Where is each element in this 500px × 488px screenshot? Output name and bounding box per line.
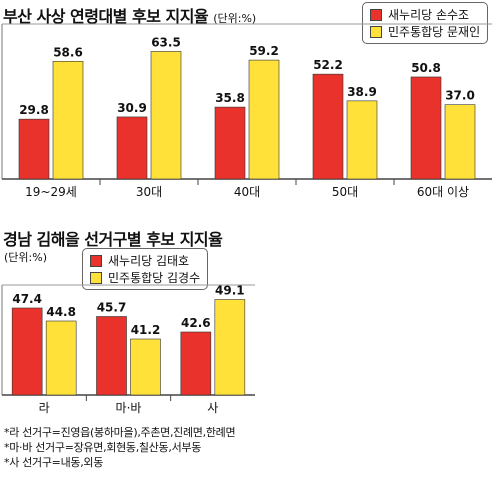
legend-swatch-red bbox=[90, 254, 102, 267]
bar-series2 bbox=[130, 338, 161, 396]
x-tick-label: 19~29세 bbox=[25, 185, 77, 199]
x-tick-label: 60대 이상 bbox=[417, 185, 469, 199]
chart1-title-text: 부산 사상 연령대별 후보 지지율 bbox=[3, 7, 209, 26]
chart2-plot: 47.4 44.8 라 45.7 41.2 마·바 42.6 49.1 사 bbox=[1, 284, 255, 415]
chart1-plot: 29.8 58.6 19~29세 30.9 63.5 30대 35.8 59.2 40대 52.2… bbox=[1, 23, 492, 199]
chart2-legend: 새누리당 김태호 민주통합당 김경수 bbox=[82, 248, 209, 290]
data-label: 58.6 bbox=[53, 45, 83, 59]
x-tick-label: 50대 bbox=[332, 185, 358, 199]
data-label: 50.8 bbox=[411, 61, 441, 75]
data-label: 44.8 bbox=[46, 305, 76, 319]
bar-series2 bbox=[52, 60, 84, 180]
bar-series2 bbox=[45, 320, 77, 396]
legend-swatch-yellow bbox=[370, 25, 382, 38]
data-label: 42.6 bbox=[181, 316, 211, 330]
data-label: 37.0 bbox=[445, 89, 475, 103]
chart1-unit: (단위:%) bbox=[213, 12, 257, 25]
data-label: 63.5 bbox=[151, 35, 181, 49]
data-label: 49.1 bbox=[215, 284, 245, 298]
footnote-1: *라 선거구=진영읍(봉하마을),주촌면,진례면,한례면 bbox=[4, 426, 236, 439]
chart2-title: 경남 김해을 선거구별 후보 지지율 bbox=[3, 226, 223, 250]
bar-series2 bbox=[248, 59, 280, 180]
bar-series2 bbox=[150, 51, 182, 180]
chart1-legend-label-1: 새누리당 손수조 bbox=[388, 8, 470, 22]
bar-series2 bbox=[346, 100, 378, 180]
chart2-legend-item-1: 새누리당 김태호 bbox=[90, 252, 200, 269]
chart2-legend-item-2: 민주통합당 김경수 bbox=[90, 269, 200, 286]
chart2-unit: (단위:%) bbox=[4, 251, 47, 264]
chart1-legend: 새누리당 손수조 민주통합당 문재인 bbox=[362, 2, 489, 44]
chart2-legend-label-2: 민주통합당 김경수 bbox=[108, 271, 201, 285]
data-label: 41.2 bbox=[131, 323, 161, 337]
footnotes: *라 선거구=진영읍(봉하마을),주촌면,진례면,한례면 *마·바 선거구=장유… bbox=[4, 425, 236, 470]
footnote-3: *사 선거구=내동,외동 bbox=[4, 456, 104, 469]
bar-series2 bbox=[444, 104, 476, 180]
chart1-title: 부산 사상 연령대별 후보 지지율 (단위:%) bbox=[3, 3, 256, 27]
bar-series1 bbox=[11, 307, 43, 396]
bar-series1 bbox=[18, 118, 50, 180]
bar-series2 bbox=[214, 299, 246, 396]
x-tick-label: 40대 bbox=[234, 185, 260, 199]
data-label: 35.8 bbox=[215, 91, 245, 105]
data-label: 29.8 bbox=[19, 103, 49, 117]
data-label: 45.7 bbox=[97, 301, 127, 315]
data-label: 52.2 bbox=[313, 58, 343, 72]
legend-swatch-yellow bbox=[90, 271, 102, 284]
data-label: 47.4 bbox=[12, 292, 42, 306]
bar-series1 bbox=[116, 116, 148, 180]
chart1-legend-label-2: 민주통합당 문재인 bbox=[388, 25, 481, 39]
data-label: 30.9 bbox=[117, 101, 147, 115]
data-label: 38.9 bbox=[347, 85, 377, 99]
x-tick-label: 30대 bbox=[136, 185, 162, 199]
bar-series1 bbox=[214, 106, 246, 180]
x-tick-label: 마·바 bbox=[116, 401, 142, 415]
chart1-legend-item-2: 민주통합당 문재인 bbox=[370, 23, 480, 40]
x-tick-label: 사 bbox=[207, 401, 218, 415]
data-label: 59.2 bbox=[249, 44, 279, 58]
footnote-2: *마·바 선거구=장유면,회현동,칠산동,서부동 bbox=[4, 441, 202, 454]
chart1-legend-item-1: 새누리당 손수조 bbox=[370, 6, 480, 23]
legend-swatch-red bbox=[370, 8, 382, 21]
chart2-title-text: 경남 김해을 선거구별 후보 지지율 bbox=[3, 230, 223, 249]
bar-series1 bbox=[180, 331, 212, 396]
bar-series1 bbox=[410, 76, 442, 180]
bar-series1 bbox=[96, 316, 127, 396]
x-tick-label: 라 bbox=[39, 401, 50, 415]
chart2-legend-label-1: 새누리당 김태호 bbox=[108, 254, 190, 268]
bar-series1 bbox=[312, 73, 344, 180]
